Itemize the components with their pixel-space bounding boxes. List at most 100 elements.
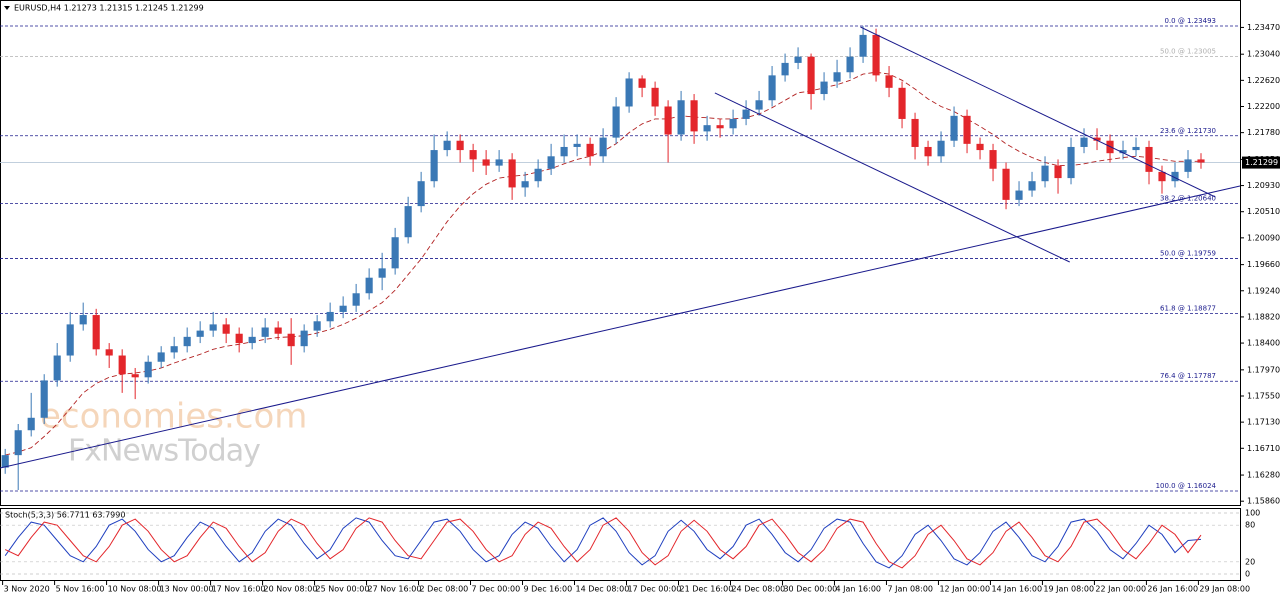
x-tick-label: 30 Dec 00:00 (783, 585, 837, 594)
trend-line (714, 92, 1070, 263)
candle-body (157, 352, 165, 362)
candle-body (183, 336, 191, 347)
x-tick-label: 17 Dec 00:00 (627, 585, 681, 594)
candle-body (924, 146, 932, 157)
stoch-line (4, 517, 1202, 569)
x-tick-label: 2 Dec 08:00 (420, 585, 469, 594)
collapse-icon (4, 6, 10, 10)
candle-body (1054, 165, 1062, 179)
candle-body (469, 150, 477, 160)
x-tick-label: 27 Nov 16:00 (368, 585, 422, 594)
candle-body (638, 78, 646, 88)
y-tick-label: 1.19660 (1247, 260, 1280, 269)
candle-body (235, 333, 243, 344)
candle-body (963, 115, 971, 144)
y-tick-label: 1.17550 (1247, 391, 1280, 400)
x-tick-label: 12 Jan 00:00 (939, 585, 990, 594)
stoch-frame (0, 508, 1241, 581)
fib-label: 61.8 @ 1.18877 (1160, 304, 1216, 312)
candle-body (27, 417, 35, 431)
candle-body (690, 100, 698, 132)
candle-body (1197, 159, 1205, 163)
candle-body (729, 118, 737, 129)
y-tick-label: 1.18400 (1247, 339, 1280, 348)
x-tick-label: 25 Nov 00:00 (316, 585, 370, 594)
x-tick-label: 22 Jan 00:00 (1095, 585, 1146, 594)
x-tick-label: 14 Dec 08:00 (576, 585, 630, 594)
x-tick-label: 14 Jan 16:00 (991, 585, 1042, 594)
candle-body (313, 321, 321, 331)
x-tick-label: 10 Nov 08:00 (108, 585, 162, 594)
candle-body (131, 374, 139, 378)
fib-label: 76.4 @ 1.17787 (1160, 372, 1216, 380)
y-tick-label: 1.23040 (1247, 50, 1280, 59)
candle-body (248, 336, 256, 344)
y-tick-label: 1.17130 (1247, 418, 1280, 427)
candle-body (1132, 146, 1140, 151)
candle-body (456, 140, 464, 151)
candle-body (742, 109, 750, 119)
candle-body (950, 115, 958, 141)
x-tick-label: 19 Jan 08:00 (1043, 585, 1094, 594)
candle-body (92, 315, 100, 350)
candle-body (144, 361, 152, 378)
y-tick-label: 1.20930 (1247, 181, 1280, 190)
fib-label: 100.0 @ 1.16024 (1156, 482, 1217, 490)
candle-body (937, 140, 945, 157)
candle-body (326, 311, 334, 322)
x-tick-label: 9 Dec 16:00 (524, 585, 573, 594)
candle-body (430, 150, 438, 182)
candle-body (222, 324, 230, 334)
current-price-label: 1.21299 (1245, 158, 1278, 167)
candle-body (534, 168, 542, 182)
candle-body (40, 380, 48, 418)
x-tick-label: 7 Jan 08:00 (887, 585, 933, 594)
candle-body (196, 330, 204, 337)
x-tick-label: 3 Nov 2020 (4, 585, 50, 594)
chart-title: EURUSD,H4 1.21273 1.21315 1.21245 1.2129… (14, 4, 204, 13)
x-tick-label: 29 Jan 08:00 (1199, 585, 1250, 594)
x-tick-label: 26 Jan 16:00 (1147, 585, 1198, 594)
x-tick-label: 7 Dec 00:00 (472, 585, 521, 594)
candle-body (833, 72, 841, 82)
candle-body (1041, 165, 1049, 182)
candle-body (560, 146, 568, 157)
candle-body (378, 268, 386, 278)
candle-body (703, 125, 711, 132)
y-tick-label: 1.20090 (1247, 233, 1280, 242)
candle-body (885, 75, 893, 88)
y-tick-label: 1.16280 (1247, 471, 1280, 480)
candle-body (976, 143, 984, 151)
candle-body (118, 355, 126, 375)
candle-body (339, 305, 347, 312)
candle-body (1184, 159, 1192, 172)
candle-body (274, 327, 282, 334)
candle-body (443, 140, 451, 151)
stoch-tick-label: 20 (1245, 557, 1255, 566)
trend-line (0, 185, 1241, 469)
candle-body (820, 81, 828, 95)
fib-label: 38.2 @ 1.20640 (1160, 195, 1216, 203)
candle-body (612, 106, 620, 138)
candle-body (404, 206, 412, 238)
candle-body (768, 75, 776, 101)
candle-body (209, 324, 217, 331)
candle-body (1093, 137, 1101, 141)
candle-body (300, 330, 308, 347)
candle-body (677, 100, 685, 135)
candle-body (1002, 168, 1010, 200)
fib-label: 50.0 @ 1.19759 (1160, 249, 1216, 257)
candle-body (66, 324, 74, 356)
x-tick-label: 4 Jan 16:00 (835, 585, 881, 594)
candle-body (365, 277, 373, 294)
candle-body (846, 56, 854, 73)
candle-body (170, 346, 178, 353)
y-tick-label: 1.23470 (1247, 23, 1280, 32)
x-tick-label: 5 Nov 16:00 (56, 585, 105, 594)
candle-body (105, 349, 113, 356)
candle-body (781, 62, 789, 76)
candle-body (586, 143, 594, 157)
fib-label: 23.6 @ 1.21730 (1160, 127, 1216, 135)
